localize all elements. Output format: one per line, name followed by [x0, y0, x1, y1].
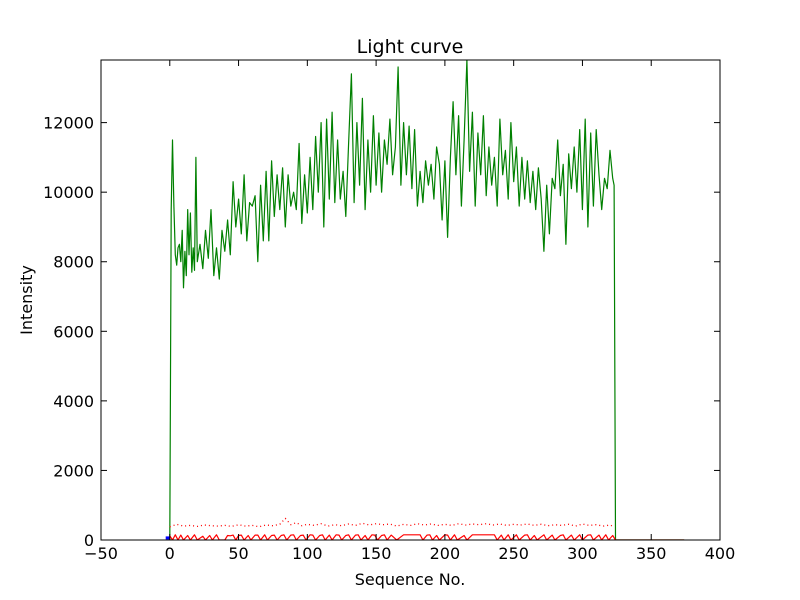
x-tick-label: 300 — [567, 544, 598, 563]
x-tick-label: 150 — [361, 544, 392, 563]
plot-area — [100, 59, 721, 541]
x-tick-label: 350 — [636, 544, 667, 563]
y-axis-label: Intensity — [17, 265, 36, 335]
x-tick-label: 200 — [430, 544, 461, 563]
plot-frame — [100, 59, 721, 541]
x-tick-label: 100 — [292, 544, 323, 563]
x-tick-label: 400 — [705, 544, 736, 563]
x-tick-label: 250 — [498, 544, 529, 563]
axis-ticks: −50 0 50 100 150 200 250 300 350 4000200040006000… — [43, 60, 735, 563]
x-tick-label: 0 — [165, 544, 175, 563]
y-tick-label: 8000 — [53, 253, 94, 272]
chart-title: Light curve — [357, 36, 464, 58]
series-line-1 — [169, 60, 685, 540]
series-line-3 — [169, 517, 615, 528]
x-axis-label: Sequence No. — [355, 570, 466, 589]
y-tick-label: 10000 — [43, 183, 94, 202]
y-tick-label: 4000 — [53, 392, 94, 411]
x-tick-label: −50 — [84, 544, 118, 563]
series-group — [165, 60, 685, 540]
series-line-2 — [169, 534, 685, 540]
y-tick-label: 0 — [84, 531, 94, 550]
y-tick-label: 12000 — [43, 114, 94, 133]
y-tick-label: 2000 — [53, 461, 94, 480]
y-tick-label: 6000 — [53, 322, 94, 341]
x-tick-label: 50 — [228, 544, 248, 563]
